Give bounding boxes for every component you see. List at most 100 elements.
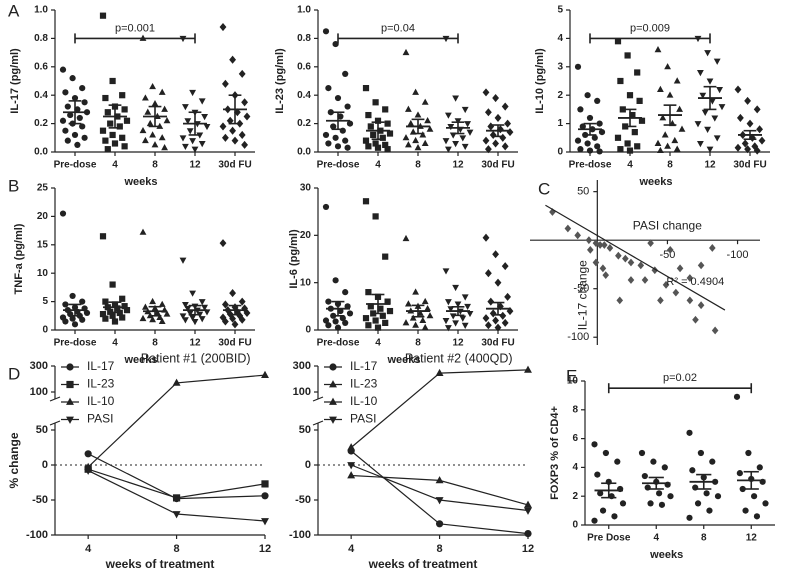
data-point (524, 507, 532, 515)
data-point (123, 117, 131, 124)
data-point (647, 500, 654, 507)
data-point (229, 289, 237, 298)
data-point (261, 518, 269, 526)
data-point (706, 78, 714, 85)
legend-marker (329, 380, 337, 388)
series-line (87, 374, 266, 468)
data-point (487, 297, 495, 306)
y-tick-label: -50 (295, 494, 311, 506)
data-point (664, 63, 672, 70)
data-point (69, 315, 76, 322)
data-point (664, 142, 672, 149)
x-tick-label: 8 (152, 160, 158, 171)
data-point (404, 141, 412, 148)
data-point (71, 321, 79, 328)
data-point (172, 378, 181, 386)
data-point (412, 88, 420, 95)
legend-label: IL-17 (350, 359, 378, 373)
data-point (386, 130, 394, 137)
y-tick-label: 4 (572, 462, 578, 473)
data-point (464, 303, 472, 311)
legend-label: IL-10 (87, 394, 115, 408)
data-point (694, 121, 702, 128)
x-tick-label: 4 (375, 338, 381, 349)
y-tick-label: -100 (567, 331, 589, 343)
data-point (435, 520, 444, 528)
data-point (158, 300, 166, 307)
x-tick-label: Pre-dose (317, 160, 360, 171)
data-point (619, 500, 627, 507)
data-point (179, 135, 187, 142)
data-point (231, 136, 239, 145)
data-point (219, 23, 227, 32)
data-point (79, 316, 86, 323)
data-point (756, 464, 763, 471)
data-point (158, 88, 166, 95)
data-point (424, 304, 432, 312)
axis-break (312, 396, 324, 402)
data-point (444, 299, 452, 306)
data-point (614, 134, 622, 141)
x-tick-label: 8 (667, 160, 673, 171)
y-tick-label: 10 (567, 376, 579, 387)
data-point (64, 103, 71, 110)
data-point (631, 129, 638, 136)
data-point (99, 233, 107, 240)
data-point (114, 305, 121, 312)
data-point (594, 471, 601, 478)
data-point (238, 297, 246, 306)
data-point (756, 125, 764, 134)
data-point (596, 120, 603, 127)
data-point (734, 143, 742, 152)
data-point (746, 119, 754, 128)
data-point (673, 145, 681, 152)
data-point (484, 145, 492, 154)
data-point (758, 136, 766, 145)
data-point (119, 92, 126, 99)
p-value: p=0.02 (663, 372, 697, 384)
data-point (435, 368, 444, 377)
data-point (189, 138, 197, 145)
data-point (121, 303, 128, 310)
data-point (594, 143, 601, 150)
data-point (226, 116, 234, 125)
data-point (464, 121, 472, 128)
x-tick-label: 12 (189, 160, 201, 171)
y-tick-label: 1.0 (297, 5, 311, 16)
data-point (64, 137, 71, 144)
data-point (379, 312, 386, 319)
data-point (524, 530, 532, 538)
trendline (545, 204, 726, 311)
data-point (119, 314, 126, 321)
data-point (601, 241, 608, 249)
annotation: R² = 0.4904 (666, 276, 724, 288)
data-point (83, 309, 91, 317)
data-point (221, 317, 229, 326)
data-point (634, 69, 641, 76)
data-point (638, 117, 646, 124)
data-point (362, 137, 370, 144)
data-point (402, 134, 410, 141)
data-point (647, 239, 654, 247)
data-point (102, 298, 109, 305)
data-point (322, 203, 330, 211)
data-point (650, 458, 657, 465)
data-point (191, 146, 199, 153)
data-point (79, 298, 86, 305)
data-point (597, 490, 604, 497)
data-point (402, 234, 410, 242)
data-point (201, 304, 209, 311)
data-point (325, 140, 332, 147)
data-point (236, 311, 244, 320)
data-point (382, 141, 389, 148)
y-tick-label: 0 (572, 520, 578, 531)
data-point (461, 143, 469, 151)
data-point (617, 77, 624, 85)
data-point (591, 517, 598, 524)
data-point (656, 146, 664, 154)
data-point (342, 70, 349, 77)
x-tick-label: Pre Dose (587, 533, 631, 544)
data-point (499, 133, 507, 142)
data-point (107, 120, 114, 127)
